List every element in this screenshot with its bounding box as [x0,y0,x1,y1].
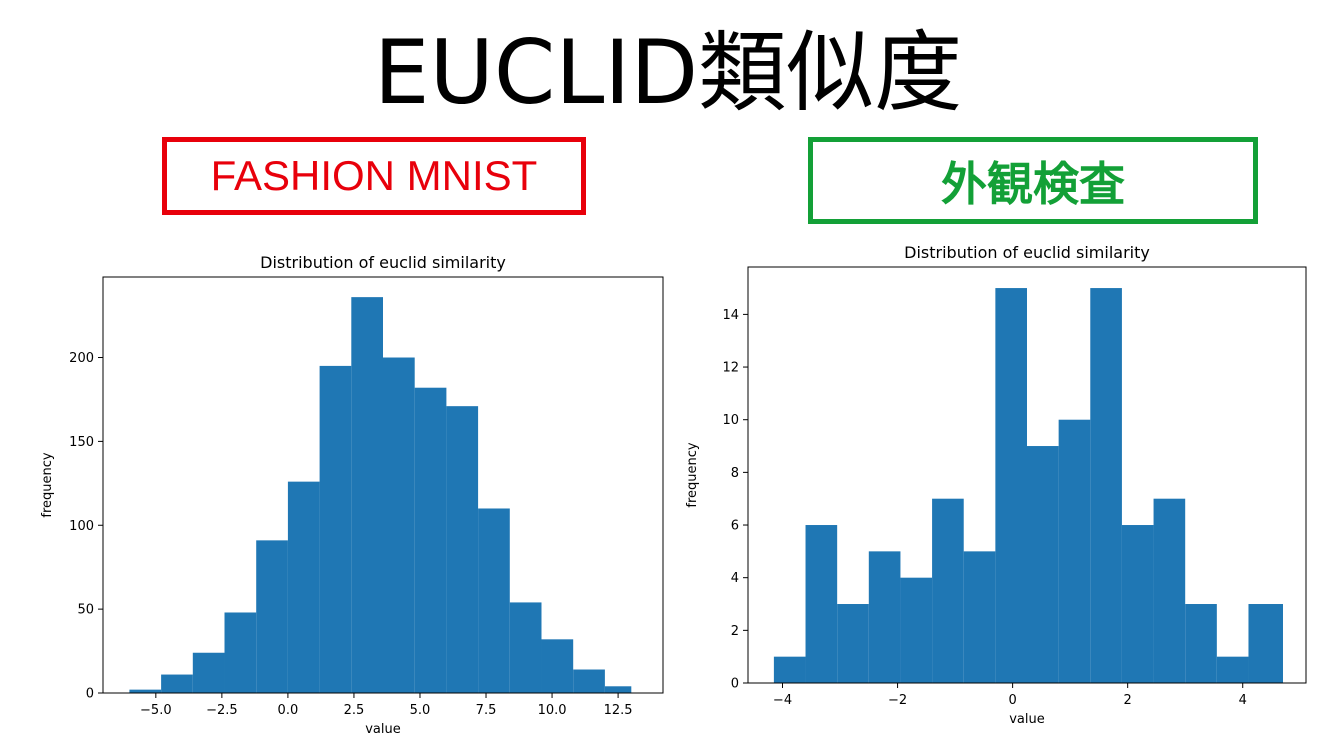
y-tick-label: 200 [69,351,94,366]
x-tick-label: −5.0 [140,703,172,718]
x-tick-label: 12.5 [604,703,633,718]
histogram-bar [224,612,257,693]
chart-title: Distribution of euclid similarity [260,253,506,272]
histogram-bar [256,540,288,693]
histogram-bar [192,652,225,693]
x-tick-label: 4 [1239,693,1247,708]
x-axis-label: value [1009,712,1045,727]
x-tick-label: 2 [1124,693,1132,708]
histogram-bar [414,387,447,693]
histogram-bar [604,686,632,693]
plot-frame [747,266,1307,684]
histogram-bar [963,551,996,683]
y-tick-label: 8 [731,466,739,481]
page-title: EUCLID類似度 [373,21,963,124]
histogram-bar [478,508,510,693]
chart-title: Distribution of euclid similarity [904,243,1150,262]
histogram-fashion-mnist: −5.0 −2.5 0.0 2.5 5.0 7.5 10.0 12.5 0 50 100 150 200… [40,253,664,737]
histogram-bar [868,551,901,683]
x-tick-label: −4 [773,693,792,708]
histogram-bar [541,639,574,693]
histogram-bar [805,525,838,683]
histogram-bar [1027,446,1059,683]
histogram-bar [1185,604,1217,683]
y-tick-label: 12 [722,361,739,376]
histogram-bar [573,669,605,693]
x-tick-label: 2.5 [344,703,365,718]
histogram-bar [509,602,542,693]
histogram-bar [932,498,964,683]
fashion-mnist-label-text: FASHION MNIST [210,152,538,199]
histogram-bar [161,674,193,693]
y-tick-label: 6 [731,519,739,534]
histogram-bar [129,689,162,693]
y-tick-label: 150 [69,435,94,450]
y-tick-label: 0 [731,677,739,692]
fashion-mnist-label: FASHION MNIST [162,137,586,215]
histogram-visual-inspection: −4 −2 0 2 4 0 2 4 6 8 10 12 14 Distribution of euclid… [685,243,1307,727]
histogram-bar [773,656,806,683]
histogram-bar [1248,604,1283,683]
plot-frame [102,276,664,694]
y-tick-label: 100 [69,519,94,534]
x-tick-label: 7.5 [476,703,497,718]
histogram-bar [319,365,352,693]
visual-inspection-label-text: 外観検査 [941,157,1125,210]
x-tick-label: 5.0 [410,703,431,718]
histogram-bar [287,481,320,693]
y-tick-label: 50 [77,603,94,618]
x-tick-label: 0 [1008,693,1016,708]
y-tick-label: 10 [722,413,739,428]
histogram-bar [446,406,479,693]
histogram-bar [1121,525,1154,683]
histogram-bar [900,577,933,683]
y-tick-label: 2 [731,624,739,639]
x-tick-label: −2 [888,693,907,708]
y-axis-label: frequency [685,442,700,508]
y-axis-label: frequency [40,452,55,518]
histogram-bar [1216,656,1249,683]
histogram-bar [351,297,383,693]
histogram-bar [1090,288,1122,683]
histogram-bar [383,357,415,693]
histogram-bar [1058,419,1091,683]
histogram-bar [995,288,1027,683]
histogram-bar [837,604,869,683]
x-axis-label: value [365,722,401,737]
y-tick-label: 14 [722,308,739,323]
y-tick-label: 4 [731,571,739,586]
visual-inspection-label: 外観検査 [808,137,1258,224]
y-tick-label: 0 [86,687,94,702]
x-tick-label: 0.0 [278,703,299,718]
histogram-bar [1153,498,1186,683]
x-tick-label: 10.0 [538,703,567,718]
x-tick-label: −2.5 [206,703,238,718]
